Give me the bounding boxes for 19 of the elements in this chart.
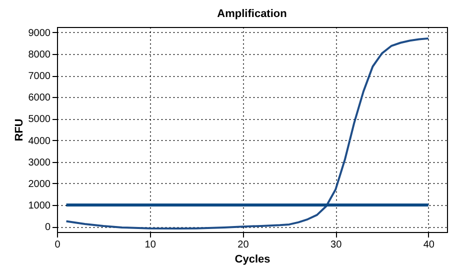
x-tick-label: 30 <box>330 240 342 250</box>
y-tick-label: 3000 <box>28 157 51 168</box>
y-tick-label: 6000 <box>28 92 51 104</box>
x-tick-label: 10 <box>144 240 156 250</box>
y-tick-label: 4000 <box>28 136 51 147</box>
y-tick-label: 2000 <box>28 178 51 190</box>
chart-title: Amplification <box>217 8 288 20</box>
x-axis-title: Cycles <box>234 254 270 266</box>
x-tick-label: 20 <box>238 240 250 250</box>
y-tick-label: 8000 <box>28 49 51 60</box>
y-tick-label: 9000 <box>28 28 51 39</box>
y-tick-label: 5000 <box>28 114 51 126</box>
x-tick-label: 40 <box>423 240 435 250</box>
x-tick-label: 0 <box>54 240 61 250</box>
y-tick-label: 7000 <box>28 71 51 82</box>
y-tick-label: 0 <box>44 222 51 234</box>
y-tick-label: 1000 <box>28 200 51 212</box>
line-series <box>65 37 430 230</box>
y-axis-title: RFU <box>13 118 26 142</box>
